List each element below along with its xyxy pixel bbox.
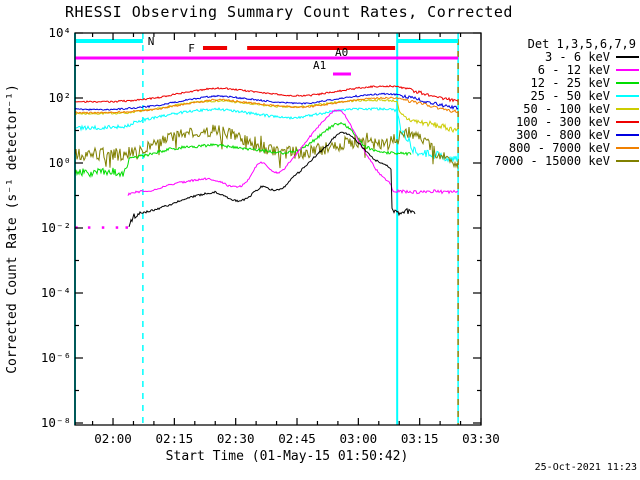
legend-row: 100 - 300 keV bbox=[516, 115, 639, 129]
series-dot-6-12kev bbox=[125, 226, 128, 229]
y-tick-label: 10² bbox=[48, 90, 71, 105]
legend-row: 50 - 100 keV bbox=[523, 102, 639, 116]
night-boundary-lines bbox=[74, 33, 459, 425]
attenuator0-flag-label: A0 bbox=[335, 46, 348, 59]
legend-row: 12 - 25 keV bbox=[531, 76, 639, 90]
series-line-800-7000kev bbox=[74, 96, 459, 114]
legend-header: Det 1,3,5,6,7,9 bbox=[528, 37, 636, 51]
series-line-3-6kev bbox=[128, 131, 416, 228]
x-axis-ticks bbox=[91, 33, 482, 425]
legend-row: 3 - 6 keV bbox=[545, 50, 639, 64]
legend-row: 7000 - 15000 keV bbox=[494, 154, 639, 168]
series-line-25-50kev bbox=[74, 106, 459, 163]
legend-row: 25 - 50 keV bbox=[531, 89, 639, 103]
y-tick-label: 10⁻² bbox=[41, 220, 71, 235]
legend-row: 300 - 800 keV bbox=[516, 128, 639, 142]
series-dot-6-12kev bbox=[87, 226, 91, 229]
chart-title: RHESSI Observing Summary Count Rates, Co… bbox=[65, 3, 513, 21]
y-tick-label: 10⁴ bbox=[48, 25, 71, 40]
x-tick-label: 02:00 bbox=[94, 431, 132, 446]
flag-bars: N F A0 A1 bbox=[75, 35, 459, 76]
x-tick-label: 02:30 bbox=[217, 431, 255, 446]
series-line-7000-15000kev bbox=[74, 124, 459, 169]
x-tick-label: 03:00 bbox=[340, 431, 378, 446]
y-axis-label: Corrected Count Rate (s⁻¹ detector⁻¹) bbox=[5, 84, 20, 374]
series-line-300-800kev bbox=[74, 92, 459, 112]
x-tick-label: 02:45 bbox=[278, 431, 316, 446]
legend-label: 6 - 12 keV bbox=[538, 63, 610, 77]
legend-label: 100 - 300 keV bbox=[516, 115, 610, 129]
series-line-100-300kev bbox=[74, 84, 459, 103]
x-tick-label: 03:15 bbox=[401, 431, 439, 446]
legend-label: 12 - 25 keV bbox=[531, 76, 610, 90]
legend-label: 3 - 6 keV bbox=[545, 50, 610, 64]
series-lines bbox=[74, 84, 459, 229]
y-axis-ticks bbox=[75, 32, 481, 424]
legend-label: 50 - 100 keV bbox=[523, 102, 610, 116]
legend-label: 800 - 7000 keV bbox=[509, 141, 610, 155]
series-dot-6-12kev bbox=[115, 226, 119, 229]
x-axis-label: Start Time (01-May-15 01:50:42) bbox=[166, 449, 409, 464]
legend-label: 7000 - 15000 keV bbox=[494, 154, 610, 168]
timestamp: 25-Oct-2021 11:23 bbox=[535, 462, 637, 473]
y-tick-label: 10⁻⁸ bbox=[41, 415, 71, 430]
y-tick-label: 10⁻⁶ bbox=[41, 350, 71, 365]
legend-label: 25 - 50 keV bbox=[531, 89, 610, 103]
legend-row: 6 - 12 keV bbox=[538, 63, 639, 77]
series-line-12-25kev bbox=[74, 121, 412, 178]
flare-flag-label: F bbox=[188, 42, 195, 55]
night-flag-label: N bbox=[148, 35, 155, 48]
legend-label: 300 - 800 keV bbox=[516, 128, 610, 142]
attenuator1-flag-label: A1 bbox=[313, 59, 326, 72]
legend-row: 800 - 7000 keV bbox=[509, 141, 639, 155]
y-tick-label: 10⁻⁴ bbox=[41, 285, 71, 300]
x-tick-label: 03:30 bbox=[462, 431, 500, 446]
series-line-6-12kev bbox=[127, 109, 459, 196]
series-dot-6-12kev bbox=[101, 226, 105, 229]
x-tick-label: 02:15 bbox=[156, 431, 194, 446]
plot-area: N F A0 A1 02:00 02:15 02:30 02:45 03:00 03:15 03:3… bbox=[41, 25, 500, 446]
y-tick-label: 10⁰ bbox=[48, 155, 71, 170]
